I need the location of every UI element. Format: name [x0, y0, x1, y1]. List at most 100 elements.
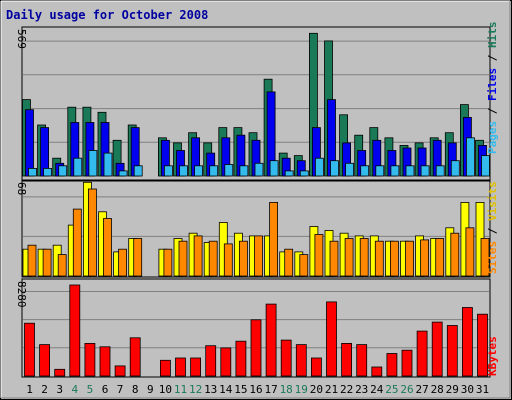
bar-kbytes-day-4	[69, 284, 81, 377]
bar-kbytes-day-23	[356, 344, 368, 377]
bar-kbytes-day-19	[295, 344, 307, 377]
x-tick-label: 12	[189, 383, 202, 396]
bar-kbytes-day-27	[416, 330, 428, 377]
bar-pages-day-22	[345, 162, 355, 177]
bar-pages-day-3	[58, 165, 68, 177]
bar-pages-day-1	[28, 167, 37, 177]
bar-sites-day-10	[163, 248, 173, 277]
bar-pages-day-10	[163, 165, 173, 177]
bar-sites-day-1	[27, 244, 37, 277]
x-tick-label: 24	[370, 383, 384, 396]
x-tick-label: 28	[431, 383, 444, 396]
bar-kbytes-day-11	[175, 357, 186, 377]
bar-sites-day-26	[405, 240, 414, 277]
legend-hits-files-pages: Pages / Files / Hits	[486, 22, 499, 155]
legend-kbytes: KBytes	[486, 336, 499, 376]
legend-visits-sites: Sites / Visits	[486, 181, 499, 274]
bar-sites-day-8	[133, 238, 143, 277]
x-tick-label: 14	[219, 383, 233, 396]
max-label-visits: 68	[15, 182, 28, 195]
bar-sites-day-11	[178, 240, 188, 277]
bar-pages-day-17	[269, 160, 279, 177]
bar-sites-day-23	[359, 238, 369, 277]
bar-pages-day-16	[254, 162, 264, 177]
x-tick-label: 15	[234, 383, 247, 396]
bar-files-day-1	[25, 109, 34, 177]
x-tick-label: 19	[295, 383, 308, 396]
bar-sites-day-7	[118, 248, 127, 277]
bar-pages-day-12	[194, 165, 204, 177]
max-label-kbytes: 8280	[15, 281, 28, 308]
legend-files: Files	[486, 68, 499, 101]
bar-sites-day-31	[480, 238, 490, 277]
x-tick-label: 17	[264, 383, 277, 396]
bar-sites-day-12	[193, 235, 203, 277]
bar-sites-day-13	[208, 240, 218, 277]
bar-sites-day-17	[269, 201, 279, 277]
bar-kbytes-day-12	[190, 357, 202, 377]
bar-kbytes-day-3	[54, 368, 66, 377]
bar-pages-day-8	[133, 165, 143, 177]
bar-kbytes-day-15	[235, 340, 247, 377]
bar-pages-day-13	[209, 165, 219, 177]
x-tick-label: 6	[102, 383, 109, 396]
legend-hits: Hits	[486, 22, 499, 49]
bar-pages-day-15	[239, 165, 249, 177]
x-tick-label: 25	[385, 383, 398, 396]
bar-sites-day-2	[42, 248, 52, 277]
bar-pages-day-23	[360, 165, 370, 177]
bar-kbytes-day-20	[310, 357, 322, 377]
bar-sites-day-18	[284, 248, 294, 277]
bar-kbytes-day-17	[265, 303, 277, 377]
bar-kbytes-day-30	[461, 307, 473, 377]
x-tick-label: 3	[56, 383, 63, 396]
bar-sites-day-19	[299, 254, 309, 277]
x-tick-label: 10	[159, 383, 172, 396]
bar-sites-day-29	[450, 232, 460, 277]
x-tick-label: 5	[87, 383, 94, 396]
bar-pages-day-14	[224, 164, 234, 177]
max-label-hits: 569	[15, 29, 28, 49]
x-tick-label: 2	[41, 383, 48, 396]
panel-visits-sites	[21, 180, 491, 278]
x-tick-label: 27	[415, 383, 428, 396]
bar-kbytes-day-18	[280, 339, 292, 377]
x-tick-label: 11	[174, 383, 187, 396]
bar-pages-day-2	[43, 167, 52, 177]
bar-sites-day-6	[103, 218, 112, 277]
bar-kbytes-day-1	[24, 322, 35, 377]
bar-kbytes-day-13	[205, 345, 217, 377]
bar-pages-day-24	[375, 165, 385, 177]
bar-pages-day-27	[420, 165, 430, 177]
bar-kbytes-day-6	[99, 346, 111, 377]
bar-pages-day-20	[314, 157, 324, 177]
bar-pages-day-28	[435, 165, 445, 177]
legend-pages: Pages	[486, 121, 499, 154]
x-tick-label: 30	[461, 383, 474, 396]
legend-kbytes-label: KBytes	[486, 336, 499, 376]
bar-kbytes-day-28	[431, 321, 443, 377]
x-tick-label: 8	[132, 383, 139, 396]
bar-sites-day-5	[88, 188, 97, 277]
bar-sites-day-22	[344, 238, 354, 277]
bar-sites-day-16	[254, 235, 263, 277]
bar-pages-day-21	[330, 160, 339, 177]
bar-kbytes-day-21	[326, 301, 337, 377]
x-tick-label: 20	[310, 383, 323, 396]
bar-sites-day-21	[329, 240, 339, 277]
chart-title: Daily usage for October 2008	[6, 8, 208, 22]
bar-kbytes-day-31	[477, 313, 488, 377]
x-tick-label: 26	[400, 383, 413, 396]
bar-pages-day-26	[405, 165, 415, 177]
bar-sites-day-3	[57, 254, 67, 277]
bar-kbytes-day-25	[386, 353, 398, 377]
bar-pages-day-29	[450, 160, 460, 177]
bar-sites-day-25	[389, 240, 399, 277]
bar-sites-day-30	[465, 227, 475, 277]
bar-kbytes-day-2	[39, 344, 50, 377]
x-tick-label: 1	[26, 383, 33, 396]
x-tick-label: 18	[280, 383, 293, 396]
x-tick-label: 22	[340, 383, 353, 396]
bar-kbytes-day-5	[84, 342, 96, 377]
